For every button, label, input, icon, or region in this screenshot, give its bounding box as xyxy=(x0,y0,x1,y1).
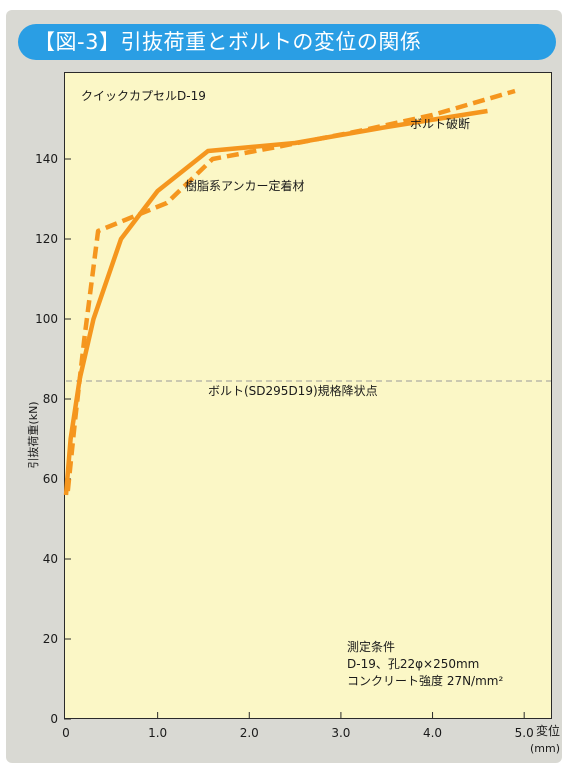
x-tick-label: 2.0 xyxy=(240,726,259,740)
series2-label: 樹脂系アンカー定着材 xyxy=(185,178,305,193)
y-tick-label: 60 xyxy=(43,472,58,486)
y-tick-label: 80 xyxy=(43,392,58,406)
x-tick-label: 1.0 xyxy=(148,726,167,740)
threshold-label: ボルト(SD295D19)規格降状点 xyxy=(208,383,378,398)
chart-title: 【図-3】引抜荷重とボルトの変位の関係 xyxy=(34,30,422,54)
series-line-2 xyxy=(63,108,488,496)
y-tick-label: 0 xyxy=(50,712,58,726)
y-tick-label: 20 xyxy=(43,632,58,646)
plot-area xyxy=(64,72,552,719)
y-tick-label: 40 xyxy=(43,552,58,566)
conditions-line-3: コンクリート強度 27N/mm² xyxy=(347,673,503,688)
conditions-line-2: D-19、孔22φ×250mm xyxy=(347,657,479,671)
series-line-1 xyxy=(65,88,516,492)
y-axis-label: 引抜荷重(kN) xyxy=(26,401,40,468)
x-tick-label: 5.0 xyxy=(515,726,534,740)
x-axis-unit: (mm) xyxy=(530,742,560,755)
end-label: ボルト破断 xyxy=(410,116,470,131)
title-bar xyxy=(18,24,556,60)
x-axis-label: 変位 xyxy=(536,723,560,738)
y-tick-label: 100 xyxy=(35,312,58,326)
conditions-line-1: 測定条件 xyxy=(347,639,395,654)
x-tick-label: 3.0 xyxy=(331,726,350,740)
x-tick-label: 4.0 xyxy=(423,726,442,740)
y-tick-label: 140 xyxy=(35,152,58,166)
series1-label: クイックカプセルD-19 xyxy=(81,89,206,103)
y-tick-label: 120 xyxy=(35,232,58,246)
x-tick-label: 0 xyxy=(62,726,70,740)
